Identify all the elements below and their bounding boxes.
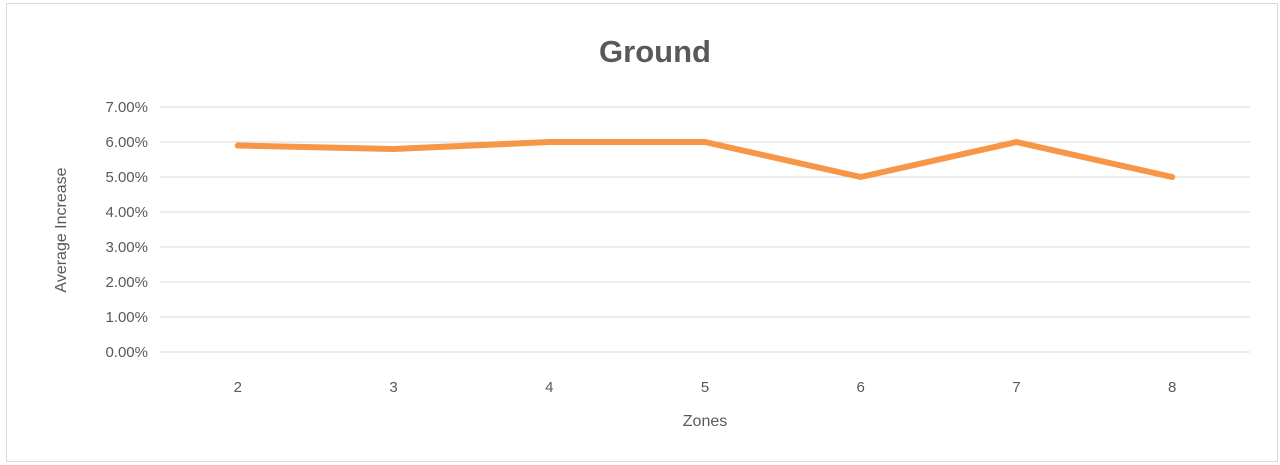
- y-axis-title: Average Increase: [53, 167, 70, 292]
- y-tick-label: 6.00%: [105, 134, 148, 151]
- y-tick-label: 3.00%: [105, 239, 148, 256]
- y-axis-ticks: 0.00% 1.00% 2.00% 3.00% 4.00% 5.00% 6.00% 7.00%: [105, 99, 148, 361]
- y-tick-label: 0.00%: [105, 344, 148, 361]
- data-point: [546, 139, 553, 145]
- y-tick-label: 2.00%: [105, 274, 148, 291]
- data-point: [857, 174, 864, 180]
- x-tick-label: 8: [1168, 379, 1176, 396]
- x-tick-label: 6: [857, 379, 865, 396]
- y-tick-label: 7.00%: [105, 99, 148, 116]
- x-tick-label: 3: [389, 379, 397, 396]
- series-layer: [234, 139, 1176, 180]
- data-point: [390, 146, 397, 152]
- chart-title: Ground: [599, 34, 711, 69]
- chart-frame: [6, 3, 1278, 462]
- gridlines: [160, 106, 1250, 353]
- x-tick-label: 7: [1012, 379, 1020, 396]
- y-tick-label: 5.00%: [105, 169, 148, 186]
- series-line: [234, 139, 1176, 180]
- data-point: [234, 142, 241, 149]
- x-tick-label: 5: [701, 379, 709, 396]
- data-point: [702, 139, 708, 145]
- x-axis-ticks: 2 3 4 5 6 7 8: [234, 379, 1177, 396]
- x-axis-title: Zones: [683, 413, 727, 430]
- data-point: [1169, 174, 1176, 180]
- x-tick-label: 2: [234, 379, 242, 396]
- y-tick-label: 4.00%: [105, 204, 148, 221]
- x-tick-label: 4: [545, 379, 553, 396]
- data-point: [1013, 139, 1020, 145]
- y-tick-label: 1.00%: [105, 309, 148, 326]
